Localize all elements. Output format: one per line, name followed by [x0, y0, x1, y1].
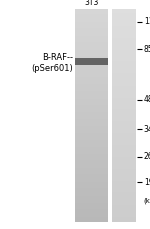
Text: 117: 117 — [144, 17, 150, 26]
Text: 26: 26 — [144, 152, 150, 161]
Text: 85: 85 — [144, 45, 150, 54]
Text: 34: 34 — [144, 125, 150, 134]
Text: 48: 48 — [144, 95, 150, 104]
Text: (kD): (kD) — [144, 197, 150, 204]
Text: (pSer601): (pSer601) — [31, 64, 73, 73]
Text: B-RAF--: B-RAF-- — [42, 53, 73, 62]
Text: 19: 19 — [144, 177, 150, 187]
Text: 3T3: 3T3 — [84, 0, 99, 7]
